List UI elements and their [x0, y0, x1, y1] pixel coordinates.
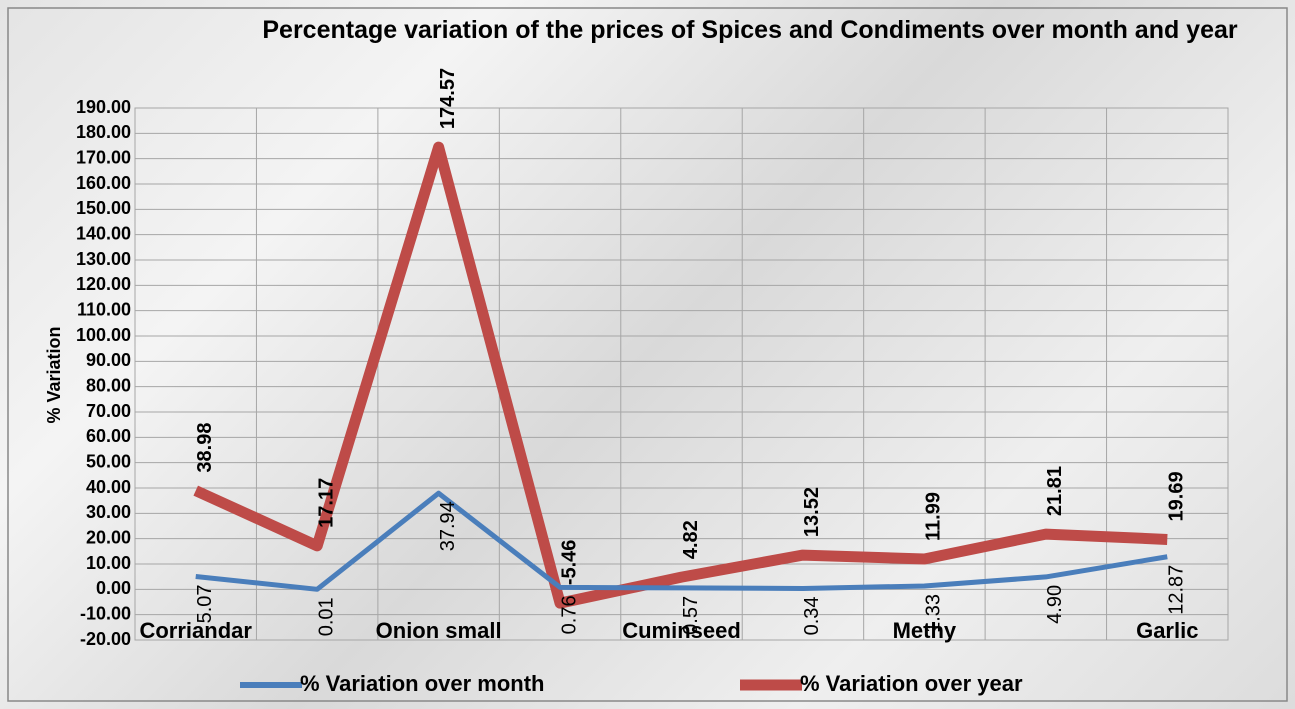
x-tick-label: Methy: [893, 618, 957, 643]
data-label: 21.81: [1044, 466, 1066, 516]
series-line: [195, 490, 1168, 592]
data-label: 0.34: [801, 596, 823, 635]
y-tick-label: 150.00: [76, 198, 131, 218]
x-tick-label: Onion small: [376, 618, 502, 643]
data-label: 11.99: [923, 492, 945, 541]
y-tick-label: 80.00: [86, 375, 131, 395]
plot-area: [134, 107, 1229, 641]
data-label: 0.57: [680, 596, 702, 635]
y-tick-label: 100.00: [76, 325, 131, 345]
y-tick-label: 190.00: [76, 97, 131, 117]
y-tick-label: 170.00: [76, 147, 131, 167]
data-label: 174.57: [437, 68, 459, 129]
y-tick-label: -20.00: [80, 629, 131, 649]
legend-label: % Variation over month: [300, 671, 545, 696]
data-label: 5.07: [194, 584, 216, 623]
y-tick-label: 30.00: [86, 502, 131, 522]
y-tick-label: 70.00: [86, 401, 131, 421]
y-tick-label: 120.00: [76, 274, 131, 294]
y-tick-label: 60.00: [86, 426, 131, 446]
y-tick-label: 10.00: [86, 553, 131, 573]
legend-label: % Variation over year: [800, 671, 1023, 696]
data-label: 4.90: [1044, 585, 1066, 624]
y-tick-label: 160.00: [76, 173, 131, 193]
y-tick-label: 130.00: [76, 249, 131, 269]
x-tick-label: Cuminseed: [622, 618, 741, 643]
y-tick-label: 110.00: [77, 299, 131, 319]
y-tick-label: 50.00: [86, 451, 131, 471]
x-tick-label: Corriandar: [139, 618, 252, 643]
data-label: 13.52: [801, 487, 823, 537]
data-label: 4.82: [680, 520, 702, 559]
y-tick-label: 180.00: [76, 122, 131, 142]
y-tick-label: 140.00: [76, 223, 131, 243]
data-label: 17.17: [315, 478, 337, 528]
y-tick-label: -10.00: [80, 603, 131, 623]
y-axis-title: % Variation: [44, 326, 64, 423]
x-tick-label: Garlic: [1136, 618, 1198, 643]
y-tick-label: 90.00: [86, 350, 131, 370]
series-line: [193, 141, 1168, 609]
data-label: 0.01: [315, 597, 337, 636]
data-label: 12.87: [1166, 565, 1188, 615]
data-label: 19.69: [1166, 471, 1188, 521]
chart-title: Percentage variation of the prices of Sp…: [262, 16, 1238, 44]
data-label: 1.33: [923, 594, 945, 633]
data-label: 38.98: [194, 423, 216, 473]
frame: [7, 7, 1288, 702]
data-label: 0.76: [558, 595, 580, 634]
y-tick-label: 40.00: [86, 477, 131, 497]
data-label: -5.46: [558, 540, 580, 586]
data-label: 37.94: [437, 501, 459, 551]
y-tick-label: 0.00: [96, 578, 131, 598]
y-tick-label: 20.00: [86, 527, 131, 547]
